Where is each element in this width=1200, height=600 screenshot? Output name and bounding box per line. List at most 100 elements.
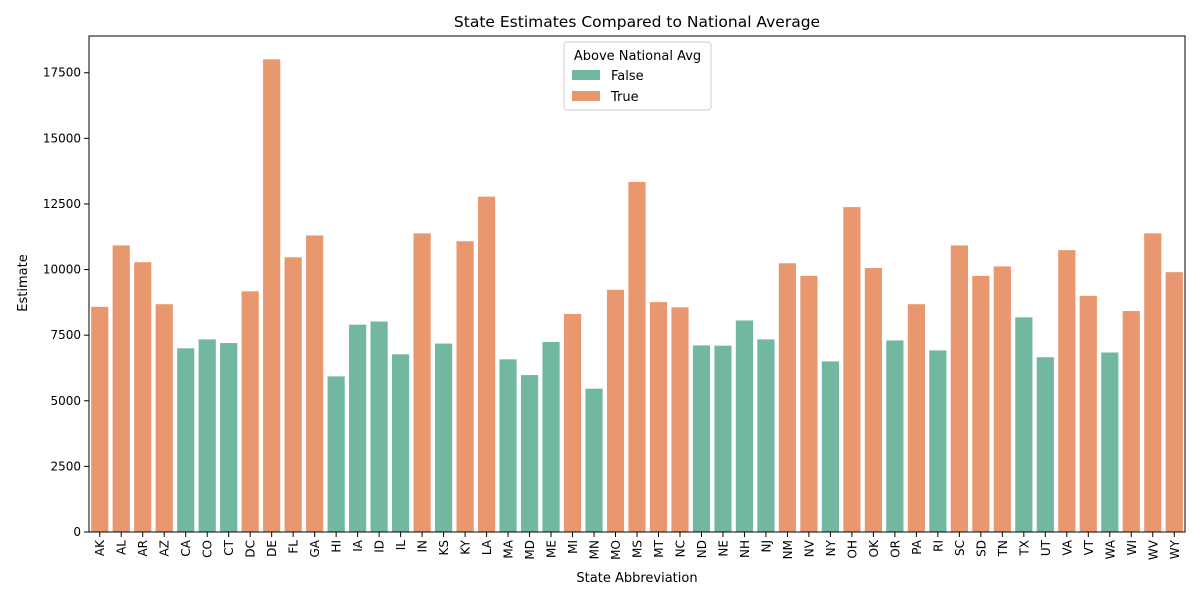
bar-ut bbox=[1036, 357, 1054, 532]
x-tick-label-mt: MT bbox=[652, 539, 666, 557]
x-tick-label-me: ME bbox=[545, 540, 559, 558]
bar-ks bbox=[434, 343, 453, 532]
x-tick-label-ky: KY bbox=[459, 539, 473, 554]
x-tick-label-la: LA bbox=[480, 539, 494, 555]
x-tick-label-id: ID bbox=[373, 540, 387, 553]
chart-title: State Estimates Compared to National Ave… bbox=[454, 13, 820, 31]
bar-nc bbox=[671, 307, 689, 532]
x-axis: AK AL AR AZ CA CO CT DC DE FL GA HI IA ID IL IN KS KY LA MA… bbox=[93, 532, 1182, 560]
legend: Above National Avg False True bbox=[563, 41, 712, 111]
y-tick-label: 12500 bbox=[43, 197, 81, 211]
x-tick-label-oh: OH bbox=[845, 540, 859, 558]
x-tick-label-dc: DC bbox=[244, 540, 258, 558]
x-tick-label-wy: WY bbox=[1168, 539, 1182, 559]
legend-swatch-false bbox=[572, 70, 600, 80]
bar-id bbox=[370, 321, 388, 532]
bar-mi bbox=[563, 313, 582, 532]
x-tick-label-nc: NC bbox=[673, 540, 687, 557]
bar-pa bbox=[907, 304, 925, 532]
x-tick-label-al: AL bbox=[115, 540, 129, 555]
x-tick-label-de: DE bbox=[265, 540, 279, 557]
bar-tx bbox=[1015, 317, 1033, 532]
y-tick-label: 2500 bbox=[50, 459, 81, 473]
bar-la bbox=[477, 196, 496, 532]
bar-va bbox=[1058, 250, 1076, 532]
x-tick-label-ut: UT bbox=[1039, 539, 1053, 556]
bar-az bbox=[155, 304, 173, 532]
bar-oh bbox=[843, 207, 861, 532]
bar-de bbox=[263, 59, 281, 532]
y-tick-label: 17500 bbox=[43, 66, 81, 80]
bar-ak bbox=[91, 306, 109, 532]
x-tick-label-nd: ND bbox=[695, 540, 709, 558]
x-tick-label-nv: NV bbox=[802, 539, 816, 557]
x-tick-label-tn: TN bbox=[996, 540, 1010, 557]
x-tick-label-ok: OK bbox=[867, 539, 881, 557]
x-tick-label-wi: WI bbox=[1125, 540, 1139, 555]
bars bbox=[91, 59, 1183, 533]
x-tick-label-nh: NH bbox=[738, 540, 752, 558]
x-tick-label-ma: MA bbox=[502, 539, 516, 558]
bar-il bbox=[392, 354, 410, 532]
bar-nj bbox=[757, 339, 775, 532]
bar-ms bbox=[628, 181, 646, 533]
x-tick-label-ri: RI bbox=[931, 540, 945, 552]
x-tick-label-va: VA bbox=[1060, 539, 1074, 555]
bar-nv bbox=[800, 275, 818, 532]
x-tick-label-or: OR bbox=[888, 540, 902, 558]
bar-mn bbox=[585, 388, 603, 532]
bar-ok bbox=[864, 267, 882, 532]
legend-label-true: True bbox=[610, 90, 639, 105]
bar-ar bbox=[134, 262, 152, 532]
x-tick-label-ks: KS bbox=[437, 540, 451, 556]
x-tick-label-vt: VT bbox=[1082, 539, 1096, 555]
y-tick-label: 5000 bbox=[50, 394, 81, 408]
plot-frame bbox=[88, 35, 1186, 533]
x-tick-label-wv: WV bbox=[1146, 539, 1160, 560]
bar-wv bbox=[1144, 233, 1162, 532]
x-tick-label-ia: IA bbox=[351, 539, 365, 552]
x-tick-label-ne: NE bbox=[716, 540, 730, 557]
x-tick-label-mn: MN bbox=[588, 540, 602, 559]
x-tick-label-in: IN bbox=[416, 540, 430, 553]
legend-label-false: False bbox=[611, 69, 644, 84]
bar-nm bbox=[778, 263, 797, 532]
bar-mt bbox=[649, 302, 668, 532]
bar-dc bbox=[241, 291, 259, 532]
x-tick-label-il: IL bbox=[394, 540, 408, 551]
x-tick-label-ga: GA bbox=[308, 539, 322, 557]
x-tick-label-mi: MI bbox=[566, 540, 580, 554]
bar-vt bbox=[1079, 295, 1097, 532]
bar-fl bbox=[284, 257, 302, 532]
bar-me bbox=[542, 341, 560, 532]
bar-sd bbox=[972, 275, 990, 532]
x-tick-label-hi: HI bbox=[330, 540, 344, 553]
x-tick-label-ar: AR bbox=[136, 540, 150, 557]
bar-ky bbox=[456, 241, 474, 533]
y-axis-label: Estimate bbox=[16, 254, 31, 311]
bar-hi bbox=[327, 376, 345, 532]
bar-wi bbox=[1122, 311, 1140, 532]
bar-ia bbox=[349, 324, 367, 532]
bar-co bbox=[198, 339, 216, 532]
bar-ga bbox=[306, 235, 324, 532]
y-axis: 0 2500 5000 7500 10000 12500 15000 17500 bbox=[43, 66, 89, 539]
x-tick-label-wa: WA bbox=[1103, 539, 1117, 559]
x-tick-label-co: CO bbox=[201, 540, 215, 558]
bar-ny bbox=[821, 361, 840, 532]
bar-ct bbox=[220, 343, 238, 532]
x-tick-label-sc: SC bbox=[953, 540, 967, 556]
x-tick-label-mo: MO bbox=[609, 540, 623, 560]
x-axis-label: State Abbreviation bbox=[576, 571, 697, 586]
y-tick-label: 7500 bbox=[50, 328, 81, 342]
bar-al bbox=[112, 245, 130, 532]
x-tick-label-ca: CA bbox=[179, 539, 193, 556]
bar-sc bbox=[950, 245, 968, 532]
bar-wa bbox=[1101, 352, 1119, 532]
bar-ma bbox=[499, 359, 517, 532]
legend-frame bbox=[563, 41, 712, 111]
x-tick-label-tx: TX bbox=[1017, 540, 1031, 557]
x-tick-label-nj: NJ bbox=[759, 540, 773, 553]
bar-wy bbox=[1165, 272, 1183, 532]
